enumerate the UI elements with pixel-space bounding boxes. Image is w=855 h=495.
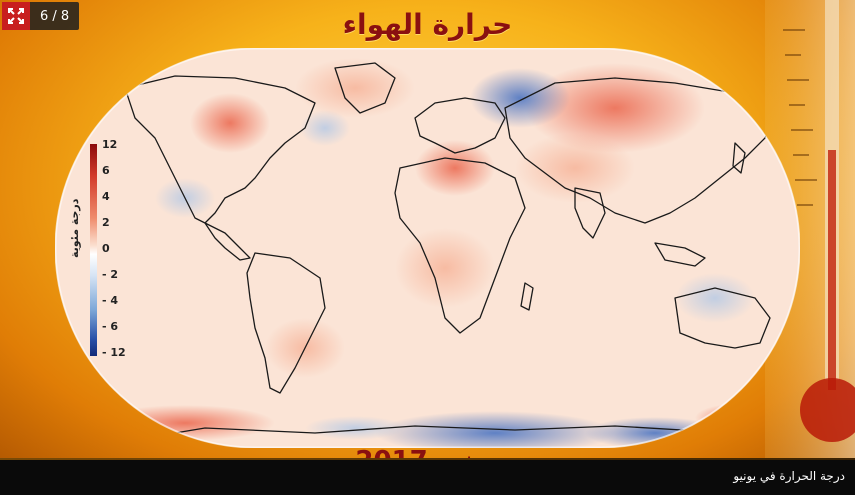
map-date: يونيو 2017 [0,446,855,460]
legend-tick: 6 [102,164,110,177]
slide-counter-text: 6 / 8 [40,8,70,24]
slide-title: حرارة الهواء [342,8,513,41]
legend-tick: 12 [102,138,118,151]
image-caption: درجة الحرارة في يونيو [733,469,845,483]
slide-stage: حرارة الهواء درجة مئوية 12 6 4 2 0 2 - 4… [0,0,855,460]
legend-color-bar [90,144,97,356]
expand-button[interactable] [2,2,30,30]
legend-title: درجة مئوية [68,198,81,258]
legend-tick: 4 [102,190,110,203]
legend-tick: 4 - [102,294,119,307]
caption-bar: درجة الحرارة في يونيو [0,460,855,495]
expand-icon [8,8,24,24]
gallery-counter: 6 / 8 [2,2,80,30]
legend-tick: 6 - [102,320,119,333]
world-temperature-anomaly-map [55,48,800,448]
legend-tick: 2 - [102,268,119,281]
legend-tick: 2 [102,216,110,229]
temperature-legend: درجة مئوية 12 6 4 2 0 2 - 4 - 6 - 12 - [68,138,138,360]
legend-tick: 0 [102,242,110,255]
thermometer-decoration [765,0,855,460]
legend-tick: 12 - [102,346,126,359]
